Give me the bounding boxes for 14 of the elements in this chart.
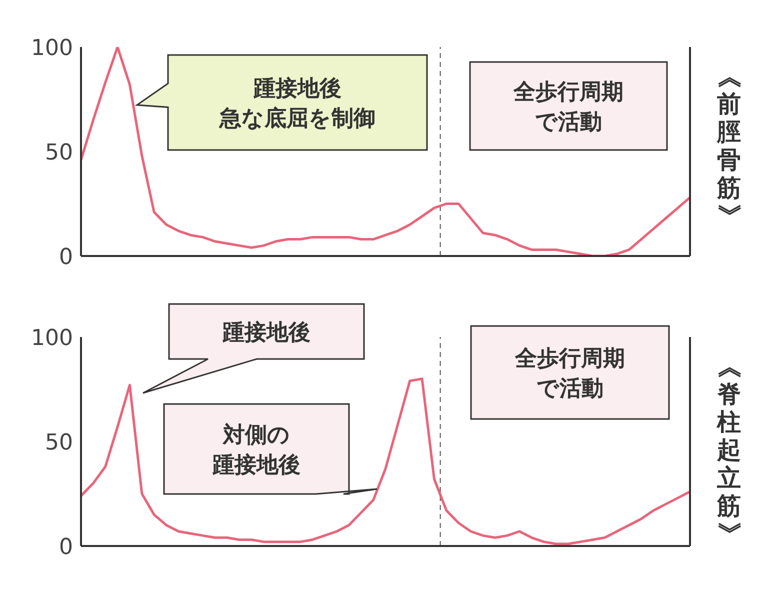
annotation: 全歩行周期で活動 [514,346,625,402]
y-tick-label: 0 [59,244,73,270]
y-tick-label: 100 [31,326,73,351]
y-tick-label: 0 [59,534,73,560]
y-tick-label: 50 [45,140,73,166]
annotation: 全歩行周期で活動 [512,80,624,135]
annotation: 踵接地後 [222,320,310,346]
annotation: 対側の踵接地後 [212,422,300,478]
y2-axis-title: 《前脛骨筋》 [714,63,744,230]
y-tick-label: 100 [31,36,73,61]
annotation: 踵接地後急な底屈を制御 [218,76,376,132]
y2-axis-title: 《脊柱起立筋》 [714,353,744,548]
y-tick-label: 50 [45,430,73,456]
line-series [80,47,692,256]
